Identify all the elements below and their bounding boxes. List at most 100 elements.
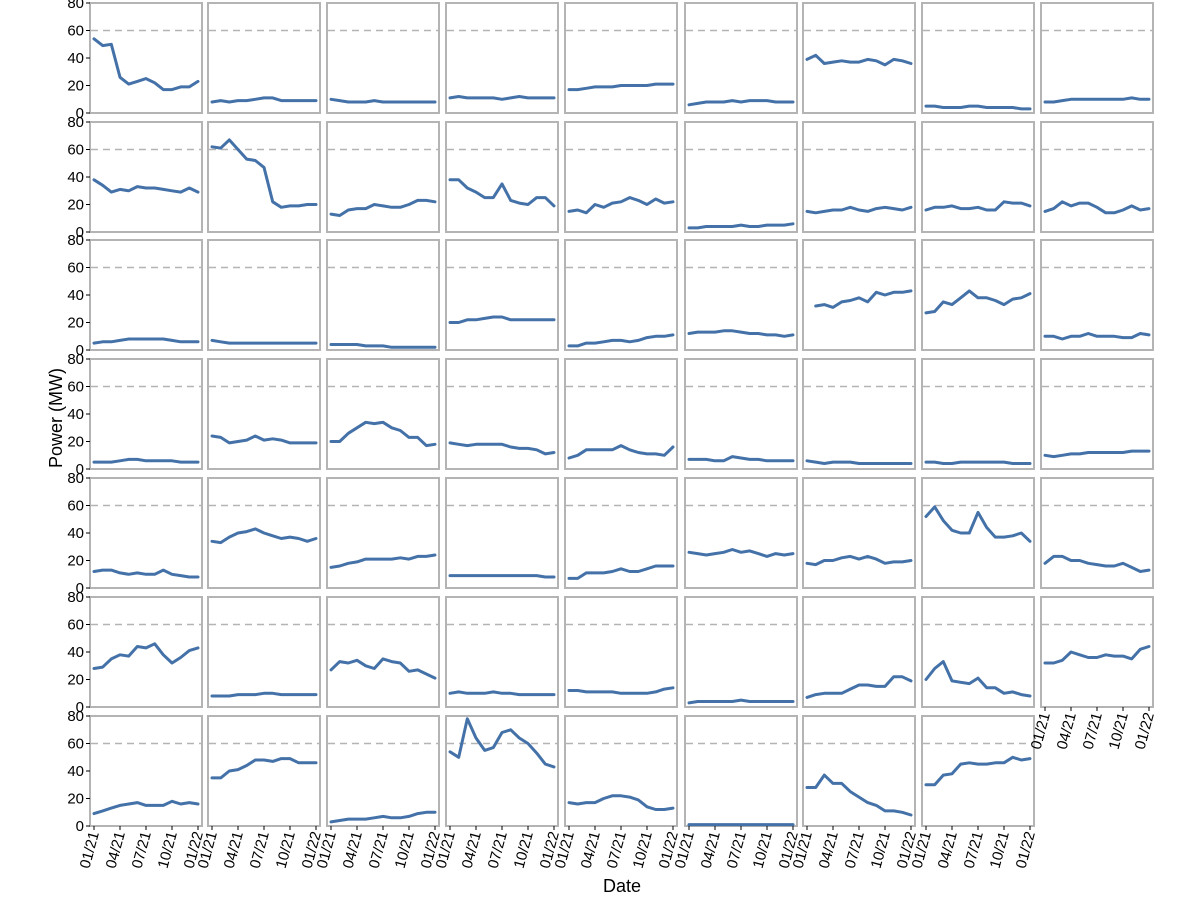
panel — [1040, 477, 1154, 589]
panel-border — [921, 239, 1035, 351]
series-line — [329, 97, 437, 104]
panel — [921, 2, 1035, 114]
panel-border — [89, 358, 203, 470]
x-axis-title: Date — [603, 876, 641, 896]
panel-border — [802, 239, 916, 351]
x-tick-label: 07/21 — [485, 830, 511, 871]
series-line — [210, 338, 318, 345]
panel — [684, 715, 798, 827]
y-tick-label: 60 — [67, 736, 84, 753]
panel — [207, 239, 321, 351]
panel — [564, 715, 678, 827]
panel-border — [564, 121, 678, 233]
series-line — [329, 553, 437, 569]
y-tick-label: 20 — [67, 553, 84, 570]
panel-border — [207, 2, 321, 114]
series-line — [210, 96, 318, 104]
x-tick-label: 04/21 — [1054, 711, 1080, 752]
panel-border — [445, 477, 559, 589]
series-line — [805, 459, 913, 465]
panel-border — [921, 2, 1035, 114]
x-tick-label: 04/21 — [221, 830, 247, 871]
x-tick-label: 07/21 — [366, 830, 392, 871]
series-line — [329, 657, 437, 680]
series-line — [567, 444, 675, 460]
y-tick-label: 40 — [67, 406, 84, 423]
panel — [921, 121, 1035, 233]
series-line — [924, 289, 1032, 315]
panel-border — [802, 121, 916, 233]
panel: 0 20 40 60 80 — [67, 114, 203, 241]
panel — [921, 239, 1035, 351]
y-tick-label: 0 — [76, 818, 84, 835]
panel — [326, 596, 440, 708]
panel-border — [684, 358, 798, 470]
panel — [564, 477, 678, 589]
panel — [445, 239, 559, 351]
panel — [564, 2, 678, 114]
x-tick-label: 10/21 — [392, 830, 418, 871]
series-line — [567, 333, 675, 348]
series-line — [1043, 645, 1151, 665]
panel — [802, 477, 916, 589]
y-tick-label: 20 — [67, 791, 84, 808]
series-line — [92, 178, 200, 194]
panel — [802, 715, 916, 827]
y-tick-label: 0 — [76, 224, 84, 241]
y-tick-label: 60 — [67, 617, 84, 634]
series-line — [687, 99, 795, 107]
panel-border — [445, 239, 559, 351]
panel — [564, 239, 678, 351]
panel — [921, 596, 1035, 708]
series-line — [924, 460, 1032, 465]
panel-border — [1040, 239, 1154, 351]
panel — [564, 121, 678, 233]
y-tick-label: 80 — [67, 0, 84, 12]
y-tick-label: 0 — [76, 699, 84, 716]
panel — [802, 121, 916, 233]
series-line — [1043, 200, 1151, 215]
series-line — [805, 53, 913, 67]
panel — [207, 715, 321, 827]
y-tick-label: 0 — [76, 461, 84, 478]
series-line — [210, 527, 318, 545]
panel — [1040, 358, 1154, 470]
series-line — [1043, 554, 1151, 573]
x-tick-label: 07/21 — [724, 830, 750, 871]
panel: 0 20 40 60 80 — [67, 470, 203, 597]
x-tick-label: 10/21 — [630, 830, 656, 871]
panel-border — [802, 596, 916, 708]
panel — [326, 121, 440, 233]
panel-border — [921, 121, 1035, 233]
x-tick-label: 07/21 — [129, 830, 155, 871]
series-line — [448, 717, 556, 769]
y-tick-label: 60 — [67, 142, 84, 159]
panel-border — [326, 121, 440, 233]
y-tick-label: 0 — [76, 580, 84, 597]
series-line — [329, 343, 437, 349]
series-line — [210, 138, 318, 209]
panel — [207, 358, 321, 470]
panel — [326, 477, 440, 589]
series-line — [567, 686, 675, 695]
panel-border — [326, 596, 440, 708]
x-tick-label: 07/21 — [604, 830, 630, 871]
series-line — [687, 329, 795, 338]
y-tick-label: 60 — [67, 379, 84, 396]
x-tick-label: 04/21 — [459, 830, 485, 871]
series-line — [448, 315, 556, 324]
panel — [1040, 2, 1154, 114]
series-line — [814, 289, 913, 309]
series-line — [567, 82, 675, 92]
series-line — [687, 222, 795, 230]
panel-border — [802, 715, 916, 827]
series-line — [924, 660, 1032, 698]
panel — [207, 477, 321, 589]
y-axis-title: Power (MW) — [46, 368, 66, 468]
series-line — [92, 337, 200, 345]
panel — [684, 239, 798, 351]
panel — [684, 596, 798, 708]
series-line — [92, 37, 200, 92]
x-tick-label: 07/21 — [1080, 711, 1106, 752]
